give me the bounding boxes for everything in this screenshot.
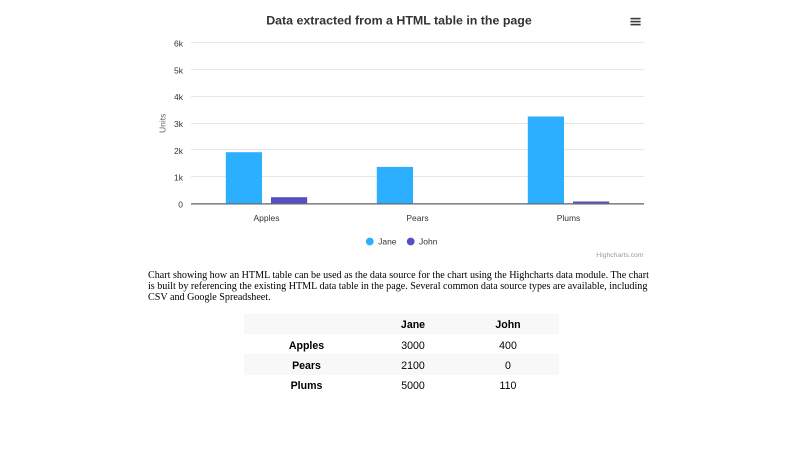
svg-text:Jane: Jane <box>378 236 397 246</box>
svg-text:5k: 5k <box>174 65 184 75</box>
svg-text:4k: 4k <box>174 92 184 102</box>
svg-text:Pears: Pears <box>406 213 428 223</box>
svg-text:John: John <box>419 236 438 246</box>
svg-text:2k: 2k <box>174 146 184 156</box>
svg-text:1k: 1k <box>174 173 184 183</box>
svg-text:0: 0 <box>178 200 183 210</box>
svg-text:6k: 6k <box>174 38 184 48</box>
svg-text:Plums: Plums <box>557 213 581 223</box>
svg-text:Highcharts.com: Highcharts.com <box>596 252 644 259</box>
svg-text:3k: 3k <box>174 119 184 129</box>
svg-text:Units: Units <box>158 114 168 133</box>
svg-text:Data extracted from a HTML tab: Data extracted from a HTML table in the … <box>266 14 532 28</box>
svg-text:Apples: Apples <box>254 213 280 223</box>
